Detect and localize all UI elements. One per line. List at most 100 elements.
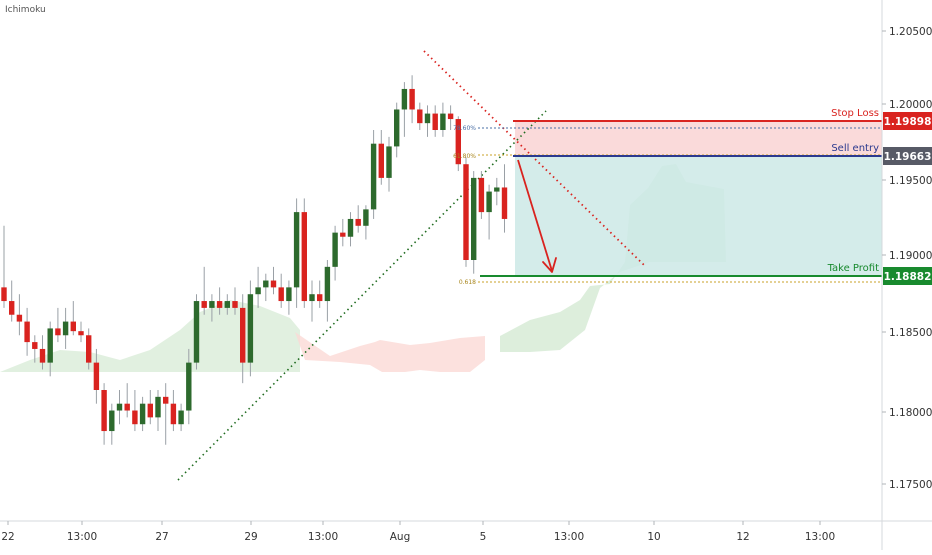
candle-body: [101, 390, 107, 432]
candle-body: [232, 301, 238, 308]
candle-body: [263, 280, 269, 288]
candle-body: [147, 403, 153, 418]
sell-entry-label: Sell entry: [831, 143, 879, 154]
candle-body: [224, 301, 230, 308]
candle-body: [386, 146, 392, 178]
trade-zones: [515, 122, 882, 276]
price-tick-label: 1.19500: [889, 175, 932, 187]
candle-body: [47, 328, 53, 363]
time-axis[interactable]: 22 13:00 27 29 13:00 Aug 5 13:00 10 12 13:00: [0, 520, 932, 543]
candle-body: [155, 396, 161, 418]
candle-body: [355, 218, 361, 226]
time-tick-label: 12: [736, 531, 749, 543]
stop-loss-label: Stop Loss: [831, 108, 879, 119]
candle-body: [255, 287, 261, 295]
trend-lines: [177, 50, 645, 481]
candle-body: [378, 143, 384, 178]
trade-levels: 78.60% 61.80% 0.618 Stop Loss Sell entry Take…: [453, 108, 882, 286]
price-tick-label: 1.17500: [889, 479, 932, 491]
time-tick-label: 10: [647, 531, 660, 543]
price-axis[interactable]: 1.20500 1.20000 1.19500 1.19000 1.18500 1.180…: [881, 0, 932, 550]
candle-body: [440, 113, 446, 130]
candle-body: [247, 294, 254, 363]
candle-body: [447, 113, 454, 120]
stop-loss-price-badge-box: [883, 112, 932, 130]
candle-body: [347, 218, 354, 237]
fib-0618-label: 0.618: [459, 279, 476, 286]
candle-body: [193, 301, 200, 363]
candle-body: [170, 403, 177, 425]
candle-body: [9, 301, 15, 315]
price-tick-label: 1.18500: [889, 327, 932, 339]
candle-body: [93, 362, 100, 390]
candle-body: [286, 287, 292, 302]
time-tick-label: 13:00: [308, 531, 338, 543]
candle-body: [78, 331, 84, 336]
candle-body: [332, 232, 338, 267]
candle-body: [363, 209, 369, 226]
sell-entry-price-badge-text: 1.19663: [884, 151, 932, 163]
stop-loss-price-badge-text: 1.19898: [884, 116, 932, 128]
time-tick-label: 13:00: [805, 531, 835, 543]
candle-body: [455, 119, 461, 165]
candles: [1, 75, 508, 445]
candle-body: [340, 232, 346, 237]
candle-body: [1, 287, 7, 302]
candle-body: [478, 177, 485, 213]
candle-body: [278, 287, 284, 302]
time-tick-label: 22: [1, 531, 14, 543]
fib-618-label: 61.80%: [453, 153, 476, 160]
candle-body: [432, 113, 438, 130]
candle-body: [163, 396, 169, 404]
candle-body: [201, 301, 207, 308]
price-tick-label: 1.20000: [889, 99, 932, 111]
candle-body: [301, 212, 307, 302]
candle-body: [309, 294, 315, 302]
time-tick-label: Aug: [390, 531, 411, 543]
candle-body: [324, 266, 331, 302]
cloud-bear-area: [295, 332, 485, 372]
take-profit-zone: [515, 157, 882, 276]
candle-body: [317, 294, 323, 302]
price-tick-label: 1.20500: [889, 26, 932, 38]
candle-body: [70, 321, 76, 332]
candle-body: [401, 88, 408, 110]
resistance-trendline: [423, 50, 645, 266]
indicator-label: Ichimoku: [5, 5, 46, 15]
sell-entry-price-badge-box: [883, 147, 932, 165]
candle-body: [270, 280, 277, 288]
candle-body: [293, 212, 300, 288]
candle-body: [424, 113, 431, 124]
candle-body: [24, 321, 30, 343]
candle-body: [86, 335, 92, 363]
support-trendline: [177, 110, 547, 481]
time-tick-label: 13:00: [67, 531, 97, 543]
candle-body: [62, 321, 69, 336]
stop-loss-zone: [515, 122, 882, 157]
projection-arrow-head: [542, 257, 557, 273]
candle-body: [216, 301, 223, 308]
candle-body: [417, 109, 423, 124]
candle-body: [370, 143, 377, 210]
candle-body: [186, 362, 192, 411]
candle-body: [486, 191, 492, 213]
candle-body: [501, 187, 508, 219]
candle-body: [240, 307, 246, 363]
price-tick-label: 1.19000: [889, 250, 932, 262]
candle-body: [178, 410, 184, 425]
candle-body: [394, 109, 400, 147]
candle-body: [32, 342, 38, 349]
candle-body: [109, 410, 115, 432]
candle-body: [409, 88, 415, 110]
candle-body: [132, 410, 138, 425]
time-tick-label: 13:00: [554, 531, 584, 543]
candle-body: [55, 328, 61, 336]
candle-body: [39, 348, 46, 363]
candle-body: [16, 314, 23, 322]
candle-body: [209, 301, 215, 308]
take-profit-price-badge-box: [883, 267, 932, 285]
candle-body: [116, 403, 123, 411]
candle-body: [139, 403, 146, 425]
